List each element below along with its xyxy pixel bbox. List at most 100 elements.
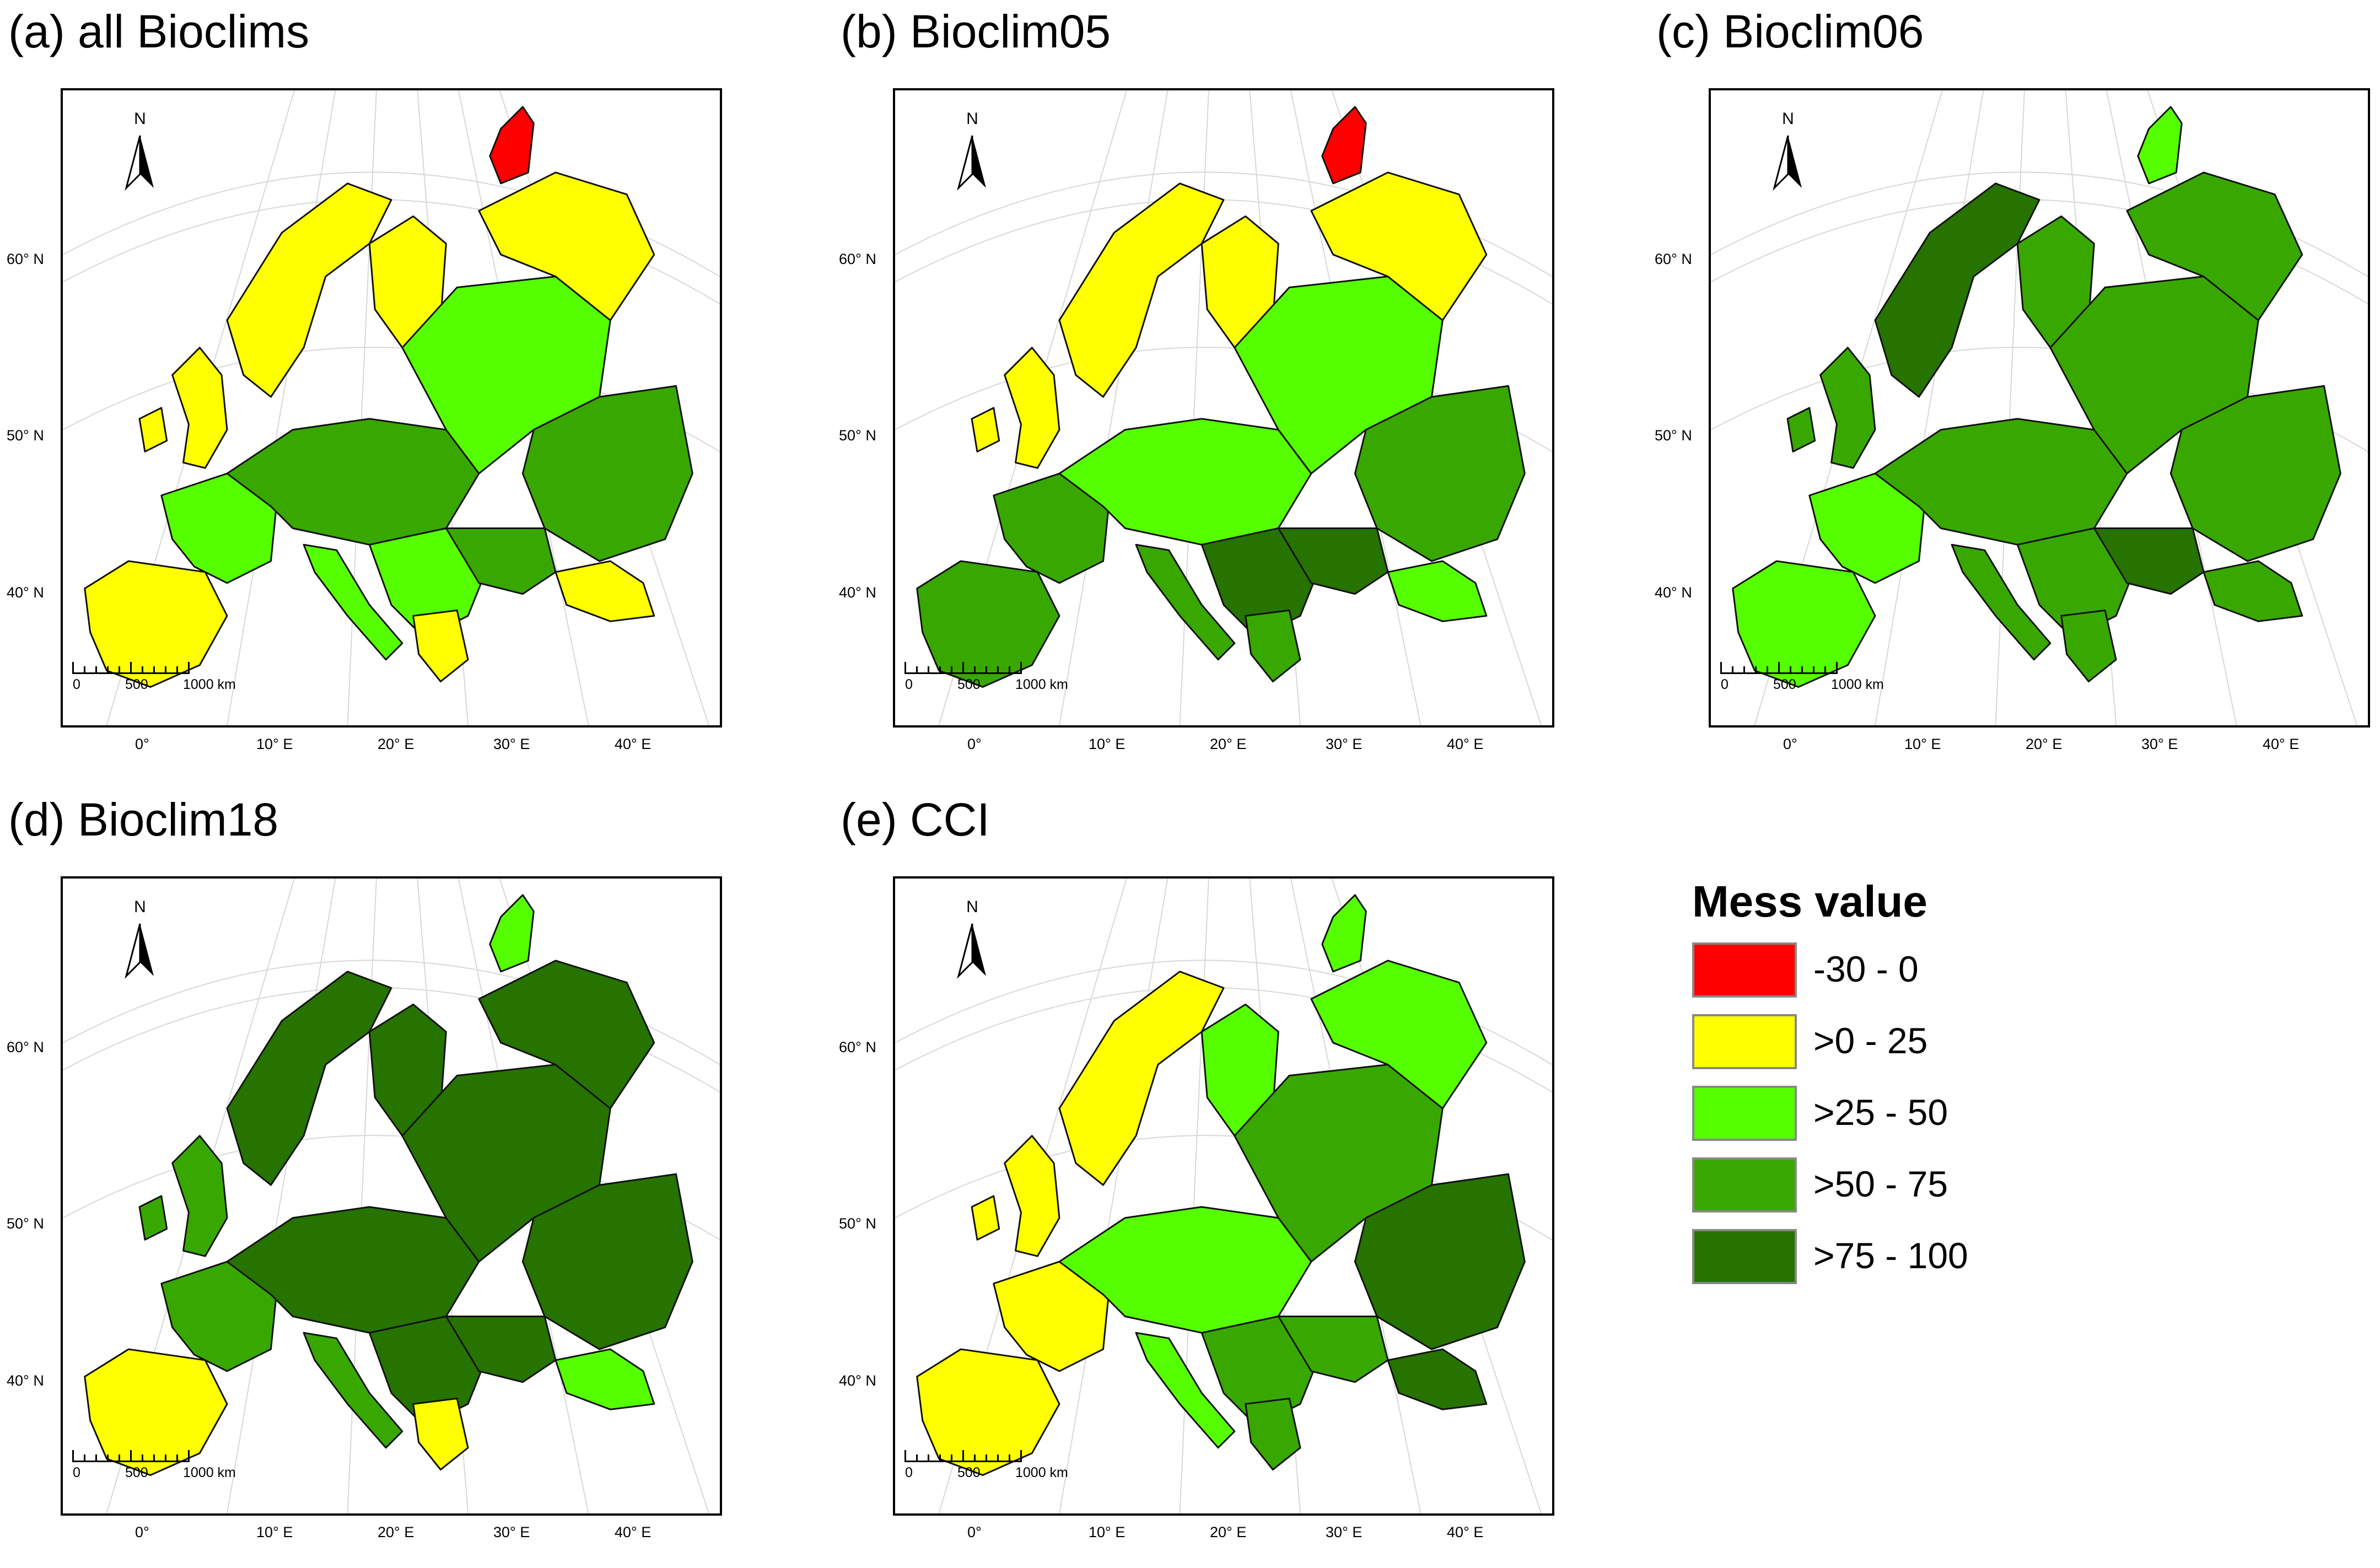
longitude-label: 30° E	[1326, 736, 1363, 752]
scale-tick	[107, 666, 109, 674]
north-label: N	[134, 110, 146, 128]
region-kola-tip	[489, 894, 535, 973]
region-ukraine	[445, 1315, 557, 1383]
legend-item-mid: >50 - 75	[1692, 1157, 2078, 1213]
region-north-russia	[2126, 171, 2303, 321]
scale-label: 500	[957, 677, 981, 692]
region-north-russia	[478, 171, 655, 321]
scale-tick	[951, 666, 952, 674]
scale-line	[72, 662, 190, 674]
longitude-label: 30° E	[1326, 1524, 1363, 1540]
legend-item-red: -30 - 0	[1692, 942, 2078, 998]
scale-tick	[986, 666, 987, 674]
latitude-label: 50° N	[839, 1215, 876, 1232]
north-arrow-icon	[957, 923, 986, 979]
scale-line	[904, 662, 1022, 674]
longitude-label: 30° E	[493, 736, 530, 752]
scale-tick	[72, 662, 74, 674]
scale-tick	[1743, 666, 1745, 674]
region-kola-tip	[1321, 106, 1367, 185]
map-panel-b: (b) Bioclim05 N 0 500 1000 km 60° N 50° N 40° N…	[839, 8, 1557, 780]
latitude-label: 40° N	[7, 1372, 44, 1389]
scale-label: 1000 km	[1015, 677, 1068, 692]
map-panel-a: (a) all Bioclims N 0 500 1000 km 60° N 50° N 40…	[7, 8, 725, 780]
latitude-label: 60° N	[839, 1039, 876, 1055]
north-arrow-icon	[125, 923, 154, 979]
north-arrow-icon	[957, 135, 986, 191]
region-russia-east	[521, 1173, 693, 1350]
longitude-label: 20° E	[1210, 736, 1247, 752]
scale-tick	[1801, 666, 1803, 674]
scale-tick	[1813, 666, 1814, 674]
scale-tick	[1009, 1454, 1010, 1462]
region-ukraine	[1277, 527, 1389, 595]
latitude-label: 60° N	[839, 251, 876, 267]
panel-title: (e) CCI	[841, 794, 990, 845]
scale-tick	[962, 662, 964, 674]
legend-swatch	[1692, 1014, 1797, 1069]
region-greece	[2060, 609, 2117, 683]
longitude-label: 10° E	[1089, 736, 1126, 752]
longitude-line	[1290, 90, 1421, 725]
map-frame: N 0 500 1000 km	[61, 88, 722, 728]
latitude-label: 50° N	[839, 427, 876, 444]
scale-tick	[904, 662, 906, 674]
latitude-label: 60° N	[7, 251, 44, 267]
map-svg	[895, 879, 1552, 1513]
region-caucasus	[554, 560, 655, 622]
scale-tick	[986, 1454, 987, 1462]
scale-bar: 0 500 1000 km	[904, 1450, 1068, 1485]
legend-label: >75 - 100	[1813, 1235, 1968, 1276]
scale-tick	[1824, 666, 1826, 674]
map-svg	[63, 90, 720, 725]
region-greece	[1245, 1397, 1301, 1471]
scale-bar: 0 500 1000 km	[72, 1450, 236, 1485]
legend: Mess value -30 - 0 >0 - 25 >25 - 50 >50 …	[1692, 876, 2133, 1295]
scale-tick	[1720, 662, 1722, 674]
scale-tick	[939, 1454, 941, 1462]
legend-title: Mess value	[1692, 877, 1927, 926]
region-britain	[971, 1135, 1060, 1257]
region-russia-east	[1354, 385, 1526, 562]
scale-tick	[939, 666, 941, 674]
north-label: N	[966, 898, 978, 916]
north-arrow: N	[123, 898, 157, 979]
scale-line	[1720, 662, 1838, 674]
region-britain	[138, 347, 228, 469]
map-svg	[63, 879, 720, 1513]
legend-swatch	[1692, 1086, 1797, 1141]
region-russia-east	[1354, 1173, 1526, 1350]
scale-tick	[119, 1454, 120, 1462]
region-central	[1874, 418, 2128, 546]
longitude-label: 0°	[967, 736, 982, 752]
longitude-label: 0°	[135, 1524, 149, 1540]
latitude-label: 40° N	[1655, 584, 1692, 601]
scale-tick	[997, 666, 999, 674]
scale-tick	[1767, 666, 1768, 674]
scale-tick	[153, 1454, 155, 1462]
scale-tick	[130, 1450, 132, 1462]
region-caucasus	[2203, 560, 2303, 622]
scale-tick	[1836, 662, 1838, 674]
land-regions	[84, 106, 693, 688]
longitude-line	[457, 879, 589, 1513]
longitude-label: 10° E	[256, 1524, 293, 1540]
scale-label: 0	[73, 677, 80, 692]
scale-tick	[928, 666, 929, 674]
longitude-label: 30° E	[2141, 736, 2178, 752]
scale-tick	[153, 666, 155, 674]
scale-label: 1000 km	[1831, 677, 1884, 692]
scale-tick	[962, 1450, 964, 1462]
longitude-line	[1290, 879, 1421, 1513]
north-arrow: N	[123, 110, 157, 191]
longitude-label: 40° E	[615, 1524, 651, 1540]
scale-bar: 0 500 1000 km	[904, 662, 1068, 697]
north-arrow-icon	[1773, 135, 1802, 191]
latitude-label: 50° N	[7, 427, 44, 444]
scale-label: 500	[1773, 677, 1796, 692]
scale-tick	[1020, 662, 1022, 674]
region-caucasus	[554, 1348, 655, 1410]
legend-label: >25 - 50	[1813, 1092, 1948, 1133]
scale-tick	[84, 666, 85, 674]
region-britain	[1786, 347, 1876, 469]
